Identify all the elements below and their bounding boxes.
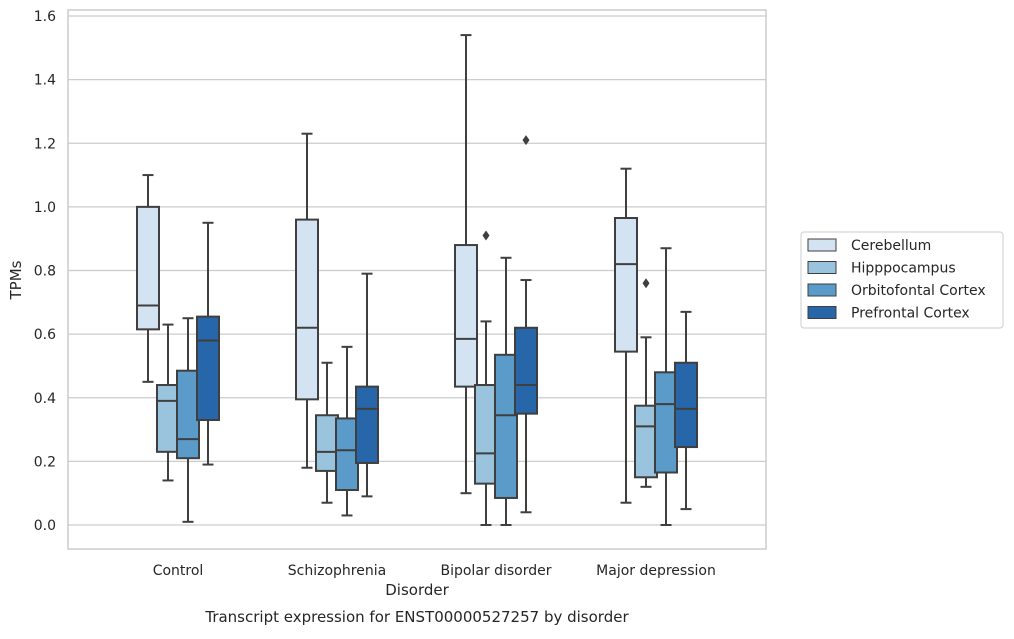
box-iqr bbox=[494, 353, 518, 499]
y-tick-label: 1.2 bbox=[34, 136, 56, 152]
outlier-point bbox=[522, 135, 530, 146]
box-iqr bbox=[176, 369, 200, 460]
box-iqr bbox=[196, 315, 220, 422]
box-iqr bbox=[335, 417, 359, 492]
x-tick-labels: Control Schizophrenia Bipolar disorder Majo… bbox=[153, 563, 716, 579]
x-tick-label: Control bbox=[153, 563, 204, 579]
outlier-point bbox=[642, 278, 650, 289]
legend-label: Orbitofontal Cortex bbox=[851, 283, 986, 299]
legend: Cerebellum Hipppocampus Orbitofontal Corte… bbox=[800, 231, 1004, 329]
box-1-0 bbox=[295, 132, 319, 469]
x-tick-label: Major depression bbox=[596, 563, 716, 579]
box-series bbox=[136, 34, 698, 526]
box-iqr bbox=[614, 217, 638, 353]
box-2-2 bbox=[494, 256, 518, 526]
y-tick-label: 0.2 bbox=[34, 454, 56, 470]
box-2-1 bbox=[474, 230, 498, 526]
box-2-0 bbox=[454, 34, 478, 495]
box-iqr bbox=[295, 218, 319, 401]
legend-swatch bbox=[807, 261, 837, 274]
box-0-1 bbox=[156, 323, 180, 482]
box-2-3 bbox=[514, 135, 538, 514]
box-iqr bbox=[654, 371, 678, 474]
y-tick-labels: 0.0 0.2 0.4 0.6 0.8 1.0 1.2 1.4 1.6 bbox=[34, 9, 56, 534]
box-iqr bbox=[454, 244, 478, 388]
box-iqr bbox=[355, 385, 379, 464]
legend-label: Cerebellum bbox=[851, 238, 931, 254]
y-axis-label: TPMs bbox=[7, 260, 25, 300]
box-0-3 bbox=[196, 221, 220, 466]
box-iqr bbox=[514, 326, 538, 415]
x-tick-label: Bipolar disorder bbox=[440, 563, 551, 579]
legend-frame bbox=[800, 231, 1004, 329]
gridlines bbox=[68, 15, 766, 526]
box-iqr bbox=[634, 404, 658, 479]
legend-swatch bbox=[807, 306, 837, 319]
outlier-point bbox=[482, 230, 490, 241]
legend-swatch bbox=[807, 283, 837, 297]
x-axis-label: Disorder bbox=[385, 581, 449, 599]
legend-label: Hipppocampus bbox=[851, 261, 956, 277]
y-tick-label: 0.0 bbox=[34, 518, 56, 534]
box-iqr bbox=[674, 361, 698, 449]
box-iqr bbox=[136, 205, 160, 331]
box-3-3 bbox=[674, 310, 698, 511]
box-iqr bbox=[315, 414, 339, 472]
box-0-2 bbox=[176, 317, 200, 523]
y-tick-label: 0.4 bbox=[34, 391, 56, 407]
legend-label: Prefrontal Cortex bbox=[851, 306, 970, 322]
box-iqr bbox=[474, 384, 498, 485]
y-tick-label: 1.0 bbox=[34, 200, 56, 216]
box-iqr bbox=[156, 384, 180, 453]
y-tick-label: 0.8 bbox=[34, 264, 56, 280]
chart-caption: Transcript expression for ENST0000052725… bbox=[204, 608, 629, 626]
y-tick-label: 1.6 bbox=[34, 9, 56, 25]
box-0-0 bbox=[136, 174, 160, 383]
y-tick-label: 0.6 bbox=[34, 327, 56, 343]
x-tick-label: Schizophrenia bbox=[288, 563, 386, 579]
box-3-0 bbox=[614, 167, 638, 504]
box-1-3 bbox=[355, 272, 379, 498]
legend-swatch bbox=[807, 238, 837, 252]
y-tick-label: 1.4 bbox=[34, 73, 56, 89]
